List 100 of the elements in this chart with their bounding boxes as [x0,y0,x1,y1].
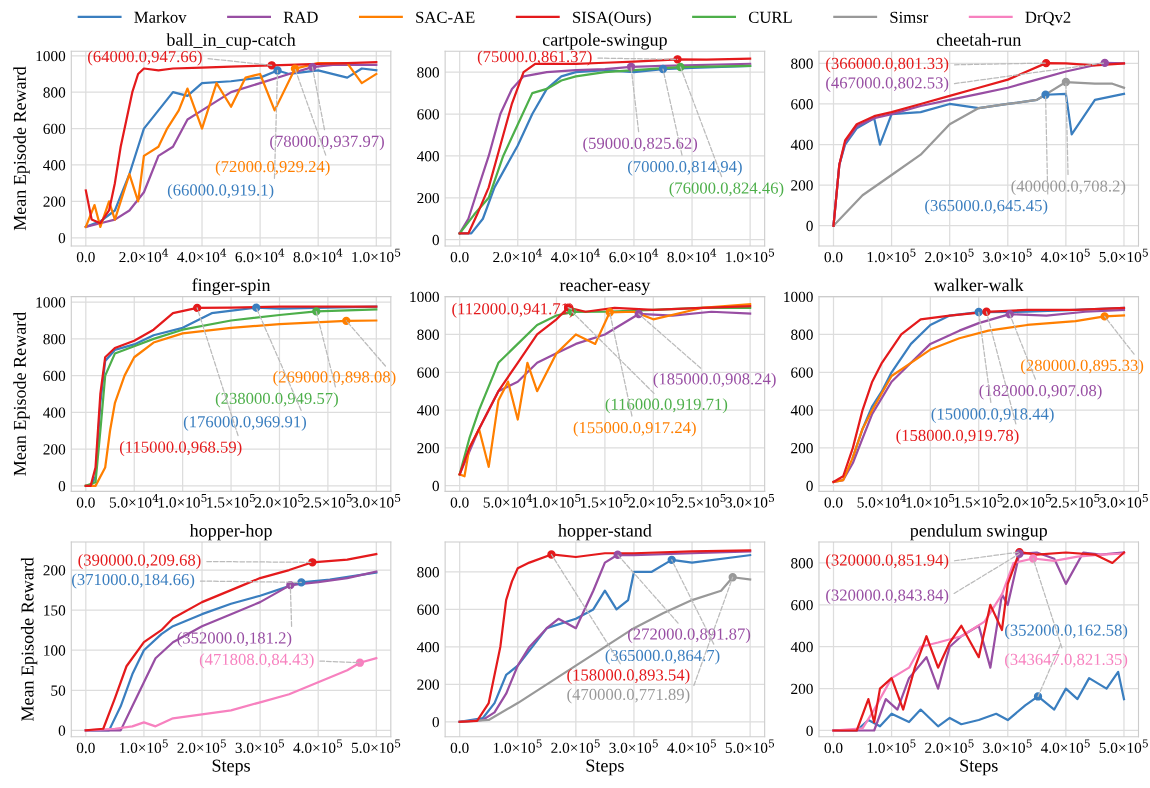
x-tick-label: 1.5×10$^{5}$ [207,494,255,508]
annotation: (366000.0,801.33) [826,57,949,73]
x-tick-label: 4.0×10$^{5}$ [1040,739,1090,754]
annotation: (64000.0,947.66) [88,50,202,66]
y-tick-label: 400 [416,151,439,162]
y-tick-label: 150 [44,605,66,616]
point [1033,692,1043,701]
y-tick-label: 200 [791,683,813,695]
x-tick-label: 4.0×10$^{4}$ [550,248,601,263]
x-axis-title: Steps [586,759,624,776]
legend-label: RAD [283,11,318,23]
y-tick-label: 600 [43,123,66,135]
x-tick-label: 5.0×10$^{4}$ [857,493,907,508]
x-tick-label: 1.0×10$^{5}$ [158,494,207,508]
x-tick-label: 1.0×10$^{5}$ [726,248,775,263]
annotation: (150000.0,918.44) [931,407,1054,423]
annotation: (365000.0,645.45) [925,199,1048,215]
annotation: (280000.0,895.33) [1021,359,1144,375]
y-tick-label: 600 [43,370,66,382]
legend-label: SAC-AE [416,11,475,23]
y-tick-label: 400 [790,641,813,653]
y-axis-title: Mean Episode Reward [13,311,30,476]
y-tick-label: 600 [417,367,439,378]
annotation: (320000.0,851.94) [826,553,949,570]
y-tick-label: 800 [417,329,439,340]
annotation: (176000.0,969.91) [183,415,306,431]
annotation: (59000.0,825.62) [583,137,698,153]
annotation: (78000.0,937.97) [270,135,384,151]
x-tick-label: 2.0×10$^{5}$ [628,494,678,508]
annotation: (467000.0,802.53) [826,76,949,92]
annotation: (75000.0,861.37) [477,50,592,66]
chart-title: pendulum swingup [910,523,1047,541]
y-tick-label: 800 [791,558,813,569]
x-tick-label: 0.0 [76,742,95,754]
annotation: (371000.0,184.66) [72,573,195,589]
x-tick-label: 2.0×10$^{4}$ [119,248,169,263]
y-tick-label: 200 [417,679,439,690]
x-tick-label: 5.0×10$^{5}$ [351,739,401,754]
y-tick-label: 200 [43,444,66,455]
x-tick-label: 2.5×10$^{5}$ [677,494,726,508]
x-tick-label: 0.0 [824,742,843,754]
x-axis-title: Steps [212,759,250,776]
x-tick-label: 2.0×10$^{4}$ [493,248,542,263]
annotation: (116000.0,919.71) [605,398,728,414]
point [1041,90,1050,99]
y-tick-label: 600 [791,99,813,110]
annotation: (70000.0,814.94) [628,160,742,176]
y-tick-label: 200 [43,196,66,207]
x-tick-label: 0.0 [76,497,95,508]
x-tick-label: 0.0 [450,497,469,508]
x-tick-label: 4.0×10$^{5}$ [667,739,716,754]
x-tick-label: 5.0×10$^{4}$ [109,493,159,508]
x-tick-label: 1.5×10$^{5}$ [581,494,629,508]
x-tick-label: 0.0 [824,497,843,508]
x-tick-label: 0.0 [824,251,843,263]
chart-title: hopper-stand [558,523,652,541]
annotation: (115000.0,968.59) [119,440,242,457]
chart-title: cheetah-run [936,33,1022,46]
x-tick-label: 1.0×10$^{5}$ [906,494,955,508]
x-tick-label: 1.5×10$^{5}$ [954,494,1003,508]
y-tick-label: 1000 [36,297,66,308]
x-tick-label: 3.0×10$^{5}$ [983,739,1032,754]
x-tick-label: 6.0×10$^{4}$ [609,248,659,263]
x-tick-label: 2.0×10$^{5}$ [551,739,600,754]
x-tick-label: 3.0×10$^{5}$ [235,739,285,754]
y-tick-label: 600 [417,109,439,120]
x-tick-label: 5.0×10$^{5}$ [725,739,775,754]
annotation: (390000.0,209.68) [78,553,201,570]
annotation: (185000.0,908.24) [653,372,776,388]
annotation: (76000.0,824.46) [669,181,784,198]
y-tick-label: 400 [416,642,439,653]
y-tick-label: 200 [417,443,439,454]
x-tick-label: 1.0×10$^{5}$ [493,739,542,754]
y-tick-label: 800 [43,87,66,98]
x-tick-label: 4.0×10$^{4}$ [177,248,227,263]
y-tick-label: 400 [43,160,66,171]
y-tick-label: 600 [791,599,813,611]
x-tick-label: 1.0×10$^{5}$ [532,494,581,508]
x-tick-label: 2.0×10$^{5}$ [177,739,226,754]
y-tick-label: 800 [43,334,66,345]
y-tick-label: 50 [51,685,66,696]
x-tick-label: 2.5×10$^{5}$ [1051,494,1100,508]
x-tick-label: 8.0×10$^{4}$ [293,248,343,263]
y-tick-label: 800 [417,67,439,78]
annotation: (158000.0,919.78) [896,429,1019,445]
x-tick-label: 8.0×10$^{4}$ [667,248,717,263]
chart-title: reacher-easy [559,278,651,295]
y-tick-label: 400 [416,405,439,416]
x-tick-label: 5.0×10$^{5}$ [1099,248,1148,263]
chart-title: finger-spin [192,278,271,295]
chart-title: ball_in_cup-catch [166,33,296,50]
x-tick-label: 6.0×10$^{4}$ [235,248,285,263]
y-tick-label: 800 [417,567,439,578]
x-tick-label: 4.0×10$^{5}$ [1040,248,1090,263]
x-tick-label: 3.0×10$^{5}$ [725,494,775,508]
y-tick-label: 0 [58,232,66,244]
annotation: (320000.0,843.84) [826,588,949,605]
legend-label: DrQv2 [1025,11,1071,26]
legend-label: Simsr [890,11,929,23]
annotation: (471808.0,84.43) [199,653,314,669]
